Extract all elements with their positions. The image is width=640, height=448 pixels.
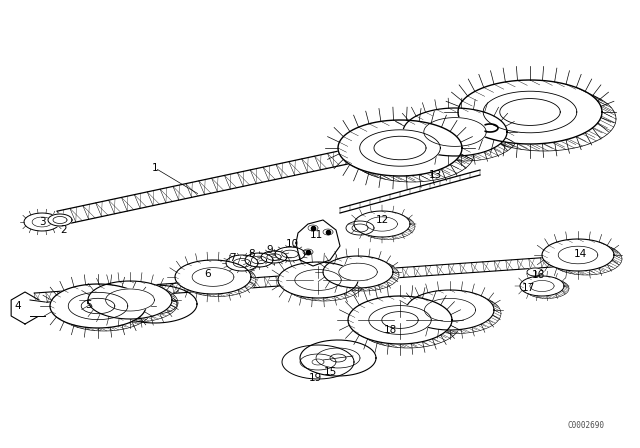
Polygon shape xyxy=(180,263,256,297)
Polygon shape xyxy=(48,214,72,226)
Text: 14: 14 xyxy=(573,249,587,259)
Polygon shape xyxy=(284,265,364,301)
Polygon shape xyxy=(483,91,577,133)
Polygon shape xyxy=(175,260,251,294)
Polygon shape xyxy=(245,253,273,267)
Polygon shape xyxy=(94,284,178,322)
Text: 7: 7 xyxy=(228,253,236,263)
Text: 3: 3 xyxy=(38,217,45,227)
Polygon shape xyxy=(329,259,399,291)
Text: 6: 6 xyxy=(205,269,211,279)
Polygon shape xyxy=(30,300,45,316)
Text: 1: 1 xyxy=(152,163,158,173)
Text: 18: 18 xyxy=(383,325,397,335)
Polygon shape xyxy=(413,113,517,161)
Polygon shape xyxy=(296,220,340,266)
Polygon shape xyxy=(88,281,172,319)
Polygon shape xyxy=(50,284,146,328)
Text: 13: 13 xyxy=(428,170,442,180)
Polygon shape xyxy=(403,108,507,156)
Polygon shape xyxy=(527,268,543,276)
Polygon shape xyxy=(530,280,554,292)
Polygon shape xyxy=(424,298,476,322)
Polygon shape xyxy=(300,340,376,376)
Text: 11: 11 xyxy=(309,230,323,240)
Polygon shape xyxy=(282,345,354,379)
Polygon shape xyxy=(226,255,258,271)
Polygon shape xyxy=(339,263,377,281)
Text: 19: 19 xyxy=(308,373,322,383)
Polygon shape xyxy=(542,239,614,271)
Text: 17: 17 xyxy=(522,283,534,293)
Polygon shape xyxy=(413,293,501,333)
Polygon shape xyxy=(24,213,60,231)
Polygon shape xyxy=(346,221,374,235)
Polygon shape xyxy=(458,80,602,144)
Polygon shape xyxy=(520,276,564,296)
Polygon shape xyxy=(356,300,460,348)
Polygon shape xyxy=(11,292,39,324)
Polygon shape xyxy=(367,217,397,231)
Polygon shape xyxy=(350,126,474,182)
Text: 15: 15 xyxy=(323,367,337,377)
Polygon shape xyxy=(57,101,578,225)
Text: 12: 12 xyxy=(376,215,388,225)
Polygon shape xyxy=(558,246,598,264)
Polygon shape xyxy=(295,270,341,290)
Text: 10: 10 xyxy=(285,239,299,249)
Polygon shape xyxy=(369,306,431,334)
Polygon shape xyxy=(338,120,462,176)
Polygon shape xyxy=(323,256,393,288)
Polygon shape xyxy=(406,290,494,330)
Polygon shape xyxy=(81,298,115,314)
Polygon shape xyxy=(550,243,622,275)
Polygon shape xyxy=(500,99,560,125)
Polygon shape xyxy=(261,251,287,263)
Text: 9: 9 xyxy=(267,245,273,255)
Polygon shape xyxy=(56,287,152,331)
Polygon shape xyxy=(278,262,358,298)
Polygon shape xyxy=(424,118,486,146)
Text: C0002690: C0002690 xyxy=(568,421,605,430)
Polygon shape xyxy=(354,211,410,237)
Polygon shape xyxy=(106,289,154,311)
Text: 2: 2 xyxy=(61,225,67,235)
Polygon shape xyxy=(359,214,415,240)
Text: 5: 5 xyxy=(84,300,92,310)
Polygon shape xyxy=(360,130,440,166)
Polygon shape xyxy=(275,247,305,261)
Polygon shape xyxy=(472,87,616,151)
Text: 16: 16 xyxy=(531,270,545,280)
Polygon shape xyxy=(192,267,234,286)
Text: 8: 8 xyxy=(249,249,255,259)
Polygon shape xyxy=(113,285,197,323)
Polygon shape xyxy=(340,170,480,213)
Polygon shape xyxy=(382,312,418,328)
Polygon shape xyxy=(525,279,569,298)
Polygon shape xyxy=(68,293,128,319)
Text: 4: 4 xyxy=(15,301,21,311)
Polygon shape xyxy=(374,136,426,160)
Polygon shape xyxy=(348,296,452,344)
Polygon shape xyxy=(34,253,611,303)
